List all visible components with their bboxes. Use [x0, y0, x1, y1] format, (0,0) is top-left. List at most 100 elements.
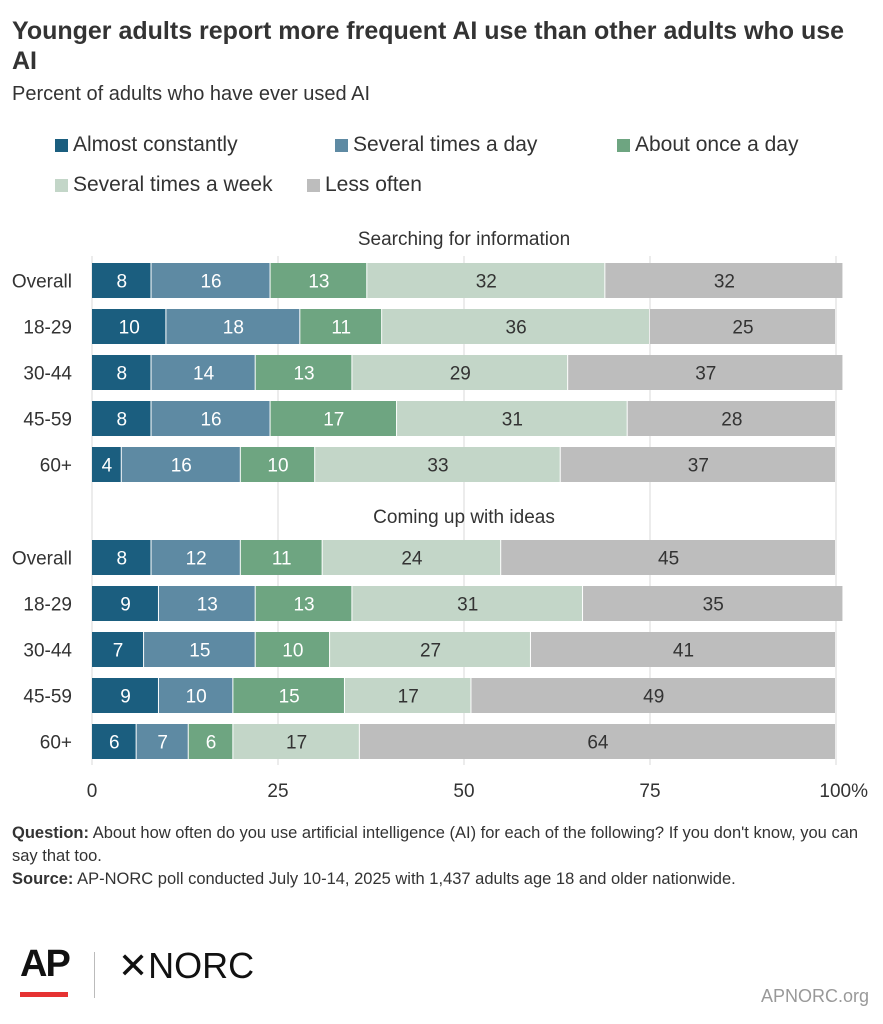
data-label: 13 — [197, 595, 218, 616]
bar-segment — [367, 263, 605, 298]
data-label: 13 — [293, 364, 314, 385]
data-label: 32 — [476, 272, 497, 293]
legend-swatch-less-often — [307, 178, 320, 192]
norc-text: NORC — [148, 945, 255, 986]
bar-segment — [605, 263, 843, 298]
data-label: 9 — [120, 687, 131, 708]
data-label: 15 — [189, 641, 210, 662]
bar-segment — [158, 586, 255, 621]
panel-title: Searching for information — [358, 229, 570, 250]
data-label: 12 — [186, 549, 207, 570]
category-label: Overall — [12, 549, 72, 570]
bar-segment — [583, 586, 843, 621]
category-label: 18-29 — [23, 595, 72, 616]
bar-segment — [382, 309, 649, 344]
bar-segment — [92, 309, 166, 344]
bar-segment — [92, 586, 158, 621]
bar-segment — [359, 724, 835, 759]
stacked-bar-chart: Searching for information Overall 8 16 13 32 3… — [12, 229, 868, 802]
bar-segment — [240, 540, 322, 575]
source-label: Source: — [12, 870, 74, 888]
data-label: 7 — [113, 641, 124, 662]
norc-mark-icon: ✕ — [118, 945, 149, 986]
footer-notes: Question: About how often do you use art… — [12, 822, 874, 891]
data-label: 37 — [695, 364, 716, 385]
logo-divider — [94, 952, 95, 998]
x-tick-label: 50 — [453, 781, 474, 802]
legend-label: Almost constantly — [73, 133, 238, 156]
bar-segment — [300, 309, 382, 344]
category-label: 30-44 — [23, 364, 72, 385]
category-label: 45-59 — [23, 687, 72, 708]
data-label: 13 — [293, 595, 314, 616]
data-label: 35 — [703, 595, 724, 616]
bar-segment — [650, 309, 835, 344]
data-label: 15 — [279, 687, 300, 708]
bar-segment — [151, 540, 240, 575]
site-url: APNORC.org — [760, 986, 869, 1006]
category-label: Overall — [12, 272, 72, 293]
data-label: 17 — [323, 410, 344, 431]
data-label: 28 — [721, 410, 742, 431]
bar-segment — [151, 263, 270, 298]
legend-item-about-once-a-day: About once a day — [617, 133, 798, 157]
category-label: 45-59 — [23, 410, 72, 431]
bar-segment — [270, 401, 397, 436]
x-tick-label: 25 — [267, 781, 288, 802]
bar-segment — [158, 678, 233, 713]
bar-segment — [315, 447, 560, 482]
bar-segment — [322, 540, 501, 575]
bar-segment — [92, 540, 151, 575]
bar-segment — [92, 401, 151, 436]
bar-segment — [530, 632, 835, 667]
data-label: 8 — [116, 364, 127, 385]
data-label: 24 — [401, 549, 423, 570]
bar-segment — [352, 355, 568, 390]
bar-segment — [501, 540, 835, 575]
legend-swatch-several-times-a-day — [335, 138, 348, 152]
data-label: 29 — [450, 364, 471, 385]
data-label: 8 — [116, 549, 127, 570]
bar-segment — [627, 401, 835, 436]
chart-title: Younger adults report more frequent AI u… — [12, 17, 845, 75]
data-label: 4 — [102, 456, 113, 477]
legend-label: About once a day — [635, 133, 799, 156]
panel-title: Coming up with ideas — [373, 507, 555, 528]
data-label: 14 — [193, 364, 215, 385]
bar-segment — [92, 263, 151, 298]
data-label: 10 — [282, 641, 303, 662]
x-tick-label: 0 — [87, 781, 98, 802]
question-label: Question: — [12, 824, 89, 842]
bar-segment — [255, 355, 352, 390]
data-label: 17 — [286, 733, 307, 754]
bar-segment — [255, 632, 330, 667]
data-label: 25 — [732, 318, 753, 339]
question-text: About how often do you use artificial in… — [12, 824, 859, 865]
question-note: Question: About how often do you use art… — [12, 822, 874, 868]
bar-segment — [151, 355, 255, 390]
bar-segment — [188, 724, 233, 759]
norc-logo: ✕NORC — [118, 946, 254, 986]
data-label: 17 — [398, 687, 419, 708]
x-tick-label: 75 — [639, 781, 660, 802]
bar-segment — [471, 678, 835, 713]
legend-label: Less often — [325, 173, 422, 196]
bar-segment — [92, 355, 151, 390]
data-label: 6 — [109, 733, 120, 754]
data-label: 18 — [223, 318, 244, 339]
bar-segment — [397, 401, 627, 436]
data-label: 27 — [420, 641, 441, 662]
ap-logo-underline — [20, 992, 68, 997]
data-label: 31 — [457, 595, 478, 616]
category-label: 60+ — [40, 456, 72, 477]
data-label: 9 — [120, 595, 131, 616]
data-label: 10 — [267, 456, 288, 477]
bar-segment — [151, 401, 270, 436]
bar-segment — [92, 678, 158, 713]
data-label: 37 — [688, 456, 709, 477]
legend-item-almost-constantly: Almost constantly — [55, 133, 238, 157]
data-label: 33 — [427, 456, 448, 477]
ap-logo: AP — [20, 943, 71, 985]
data-label: 8 — [116, 272, 127, 293]
bar-segment — [344, 678, 471, 713]
